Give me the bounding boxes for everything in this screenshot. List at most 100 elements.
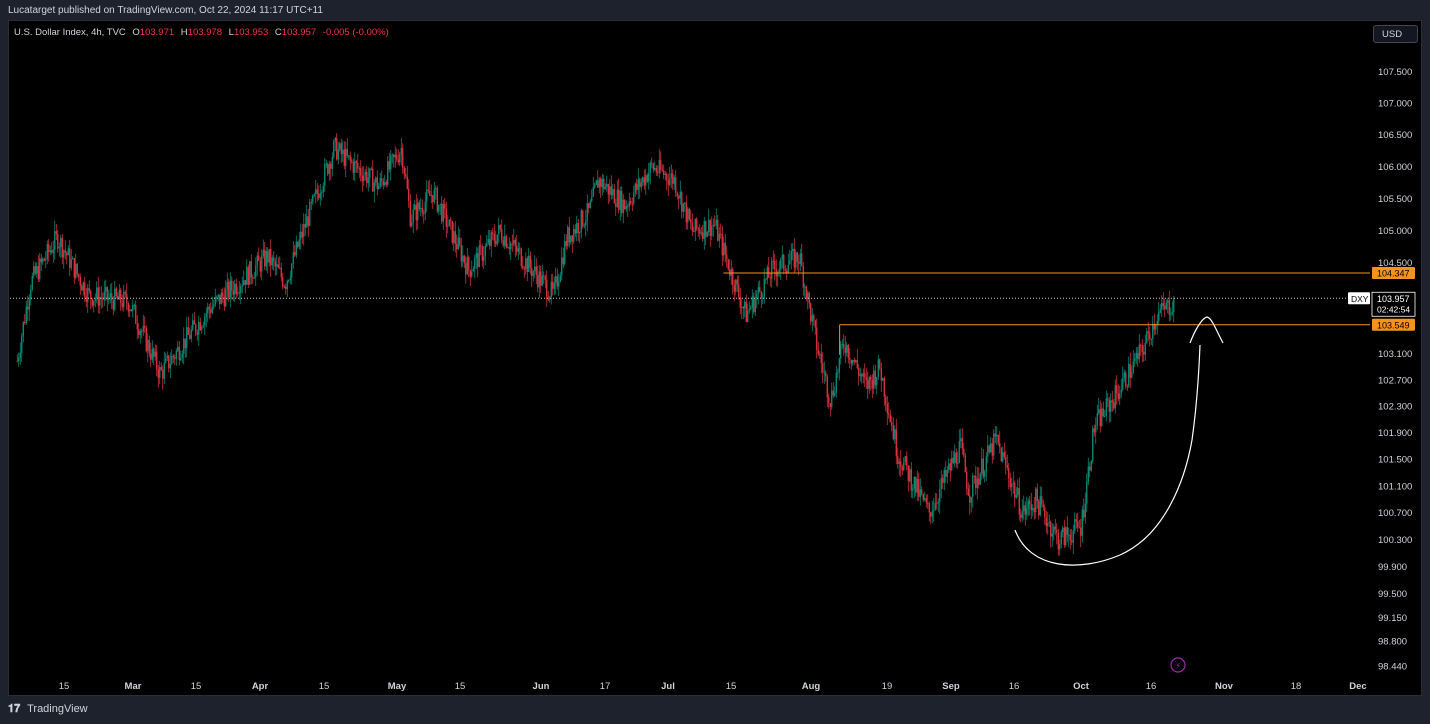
candle-body — [970, 497, 972, 503]
candle-body — [159, 367, 161, 378]
candle-body — [27, 306, 29, 310]
candle-body — [508, 247, 510, 250]
candle-body — [669, 178, 671, 185]
candle-body — [1156, 320, 1158, 325]
candle-body — [492, 232, 494, 234]
candle-body — [250, 261, 252, 278]
candle-body — [333, 141, 335, 158]
candle-body — [73, 258, 75, 278]
candle-body — [862, 373, 864, 377]
rounded-bottom-curve[interactable] — [1014, 344, 1201, 566]
candle-body — [733, 285, 735, 292]
candle-body — [760, 291, 762, 298]
lightning-icon[interactable] — [1170, 657, 1186, 673]
candle-body — [864, 373, 866, 378]
candle-body — [967, 488, 969, 496]
candle-body — [1132, 361, 1134, 373]
candle-body — [976, 478, 978, 488]
candle-body — [123, 291, 125, 307]
tradingview-logo-icon[interactable]: 𝟏𝟕 — [8, 703, 21, 715]
candle-body — [1011, 484, 1013, 488]
candle-body — [390, 155, 392, 170]
candle-body — [1119, 393, 1121, 400]
candle-body — [177, 346, 179, 351]
candle-body — [319, 193, 321, 199]
candle-body — [264, 249, 266, 267]
candle-body — [1080, 527, 1082, 536]
candle-body — [973, 475, 975, 477]
chart-frame[interactable] — [8, 20, 1422, 696]
candle-body — [414, 204, 416, 210]
candle-body — [885, 396, 887, 405]
candle-body — [888, 413, 890, 415]
candle-body — [252, 277, 254, 279]
candle-body — [391, 154, 393, 156]
footer-brand[interactable]: TradingView — [27, 703, 88, 715]
candle-body — [585, 220, 587, 226]
candle-body — [310, 201, 312, 203]
candle-body — [102, 298, 104, 300]
candle-body — [1150, 338, 1152, 340]
candle-body — [802, 265, 804, 288]
candle-body — [439, 203, 441, 205]
candle-body — [1158, 312, 1160, 321]
candle-body — [969, 495, 971, 503]
candle-body — [646, 175, 648, 182]
candle-body — [552, 281, 554, 289]
candle-body — [396, 154, 398, 160]
candle-body — [1032, 508, 1034, 511]
candle-body — [54, 231, 56, 250]
candle-body — [906, 456, 908, 466]
candle-body — [843, 344, 845, 348]
candle-body — [1162, 303, 1164, 307]
candle-body — [241, 285, 243, 287]
candle-body — [741, 306, 743, 308]
candle-body — [916, 479, 918, 493]
candle-body — [100, 297, 102, 299]
currency-button[interactable]: USD — [1373, 25, 1418, 43]
candle-body — [796, 252, 798, 262]
candle-body — [489, 239, 491, 247]
up-arrow-head[interactable] — [1189, 316, 1224, 344]
candle-body — [673, 177, 675, 184]
candle-body — [465, 263, 467, 275]
candle-body — [381, 178, 383, 181]
price-tick-label: 98.440 — [1378, 661, 1407, 672]
candle-body — [427, 189, 429, 191]
candle-body — [705, 220, 707, 237]
candle-body — [634, 183, 636, 193]
candle-body — [540, 271, 542, 286]
candle-body — [121, 303, 123, 307]
candle-body — [747, 310, 749, 322]
candle-body — [174, 357, 176, 359]
candle-body — [924, 498, 926, 500]
candle-body — [315, 189, 317, 195]
time-tick-label: 15 — [319, 681, 330, 692]
candle-body — [555, 276, 557, 283]
low-value: 103.953 — [233, 27, 269, 38]
candle-body — [364, 171, 366, 176]
candle-body — [283, 286, 285, 288]
candle-body — [279, 267, 281, 269]
candle-body — [373, 182, 375, 192]
candle-body — [118, 289, 120, 300]
candle-body — [787, 264, 789, 273]
candle-body — [535, 266, 537, 275]
candle-body — [781, 254, 783, 260]
symbol-title[interactable]: U.S. Dollar Index, 4h, TVC — [14, 27, 126, 38]
candle-body — [687, 208, 689, 223]
candle-body — [412, 209, 414, 223]
time-tick-label: 16 — [1009, 681, 1020, 692]
high-label: H — [180, 27, 188, 38]
candle-body — [637, 179, 639, 190]
candle-body — [385, 182, 387, 185]
candle-body — [195, 324, 197, 333]
candle-body — [934, 502, 936, 510]
candle-body — [33, 266, 35, 276]
candle-body — [898, 461, 900, 464]
candle-body — [466, 257, 468, 275]
candle-body — [400, 148, 402, 155]
candle-body — [588, 203, 590, 208]
candle-body — [28, 299, 30, 310]
